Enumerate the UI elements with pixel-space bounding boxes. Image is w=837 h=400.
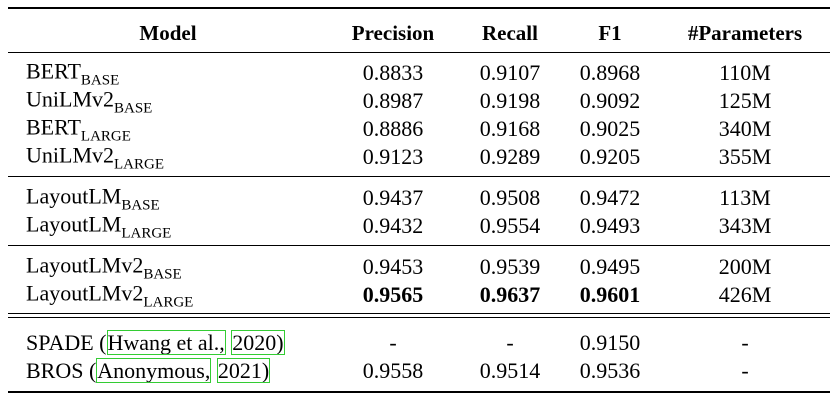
model-subscript: LARGE — [121, 225, 172, 242]
value-cell: 0.9453 — [362, 254, 424, 279]
model-cell: LayoutLMv2BASE — [26, 252, 182, 283]
value-cell: 0.9554 — [479, 213, 541, 238]
value-cell: 0.9472 — [579, 185, 641, 210]
model-cell: LayoutLMv2LARGE — [26, 280, 194, 311]
value-cell: 0.9495 — [579, 254, 641, 279]
column-header: Model — [139, 21, 197, 45]
group-rule — [8, 176, 830, 177]
value-cell: 0.9536 — [579, 358, 641, 383]
value-cell: 113M — [719, 185, 771, 210]
model-name: LayoutLM — [26, 183, 122, 209]
value-cell: 340M — [718, 116, 772, 141]
group-rule — [8, 313, 830, 314]
value-cell: 0.9150 — [579, 330, 641, 355]
value-cell: 0.8968 — [579, 60, 641, 85]
model-name: LayoutLMv2 — [26, 280, 144, 306]
value-cell: - — [389, 330, 397, 355]
model-subscript: LARGE — [114, 156, 164, 173]
model-cell: UniLMv2BASE — [26, 86, 153, 117]
value-cell: 343M — [718, 213, 772, 238]
model-subscript: LARGE — [80, 128, 131, 145]
model-cell: UniLMv2LARGE — [26, 142, 164, 173]
model-cell: BERTLARGE — [26, 114, 131, 145]
value-cell: 0.9107 — [479, 60, 541, 85]
value-cell: 0.9437 — [362, 185, 424, 210]
value-cell: 0.8833 — [362, 60, 424, 85]
value-cell: 0.9493 — [579, 213, 641, 238]
value-cell: 110M — [719, 60, 771, 85]
model-name: BROS ( — [26, 358, 97, 383]
model-cell: LayoutLMLARGE — [26, 211, 172, 242]
value-cell: - — [741, 330, 749, 355]
value-cell: 0.9601 — [579, 282, 641, 307]
column-header: F1 — [598, 21, 622, 45]
value-cell: 0.9025 — [579, 116, 641, 141]
citation-link[interactable]: 2020) — [231, 330, 285, 355]
value-cell: 0.9558 — [362, 358, 424, 383]
top-rule — [8, 7, 830, 9]
value-cell: 0.9637 — [479, 282, 541, 307]
bottom-rule — [8, 391, 830, 393]
value-cell: 0.9508 — [479, 185, 541, 210]
value-cell: 0.9565 — [362, 282, 424, 307]
model-subscript: BASE — [121, 197, 160, 214]
model-name: UniLMv2 — [26, 142, 114, 168]
citation-link[interactable]: 2021) — [216, 358, 271, 383]
column-header: Precision — [351, 21, 435, 45]
value-cell: 0.9539 — [479, 254, 541, 279]
model-name: UniLMv2 — [26, 86, 114, 112]
model-name: BERT — [26, 114, 81, 140]
model-subscript: BASE — [80, 72, 120, 89]
citation-link[interactable]: Hwang et al., — [106, 330, 226, 355]
model-cell: BROS (Anonymous, 2021) — [26, 358, 271, 384]
group-rule — [8, 317, 830, 318]
value-cell: 426M — [718, 282, 772, 307]
model-name: LayoutLM — [26, 211, 122, 237]
value-cell: 125M — [718, 88, 772, 113]
value-cell: - — [506, 330, 514, 355]
value-cell: 0.9289 — [479, 144, 541, 169]
value-cell: 0.8987 — [362, 88, 424, 113]
model-subscript: BASE — [143, 266, 182, 283]
value-cell: 0.9092 — [579, 88, 641, 113]
model-cell: BERTBASE — [26, 58, 120, 89]
value-cell: 0.9514 — [479, 358, 541, 383]
value-cell: - — [741, 358, 749, 383]
value-cell: 200M — [718, 254, 772, 279]
value-cell: 355M — [718, 144, 772, 169]
value-cell: 0.9168 — [479, 116, 541, 141]
model-subscript: LARGE — [143, 294, 194, 311]
value-cell: 0.9198 — [479, 88, 541, 113]
column-header: Recall — [482, 21, 538, 45]
model-name: BERT — [26, 58, 81, 84]
column-header: #Parameters — [687, 21, 803, 45]
value-cell: 0.9205 — [579, 144, 641, 169]
model-name: SPADE ( — [26, 330, 107, 355]
model-cell: SPADE (Hwang et al., 2020) — [26, 330, 285, 356]
value-cell: 0.9432 — [362, 213, 424, 238]
header-rule — [8, 52, 830, 53]
group-rule — [8, 245, 830, 246]
model-subscript: BASE — [114, 100, 153, 117]
model-name: LayoutLMv2 — [26, 252, 144, 278]
citation-link[interactable]: Anonymous, — [96, 358, 212, 383]
value-cell: 0.9123 — [362, 144, 424, 169]
model-cell: LayoutLMBASE — [26, 183, 160, 214]
value-cell: 0.8886 — [362, 116, 424, 141]
